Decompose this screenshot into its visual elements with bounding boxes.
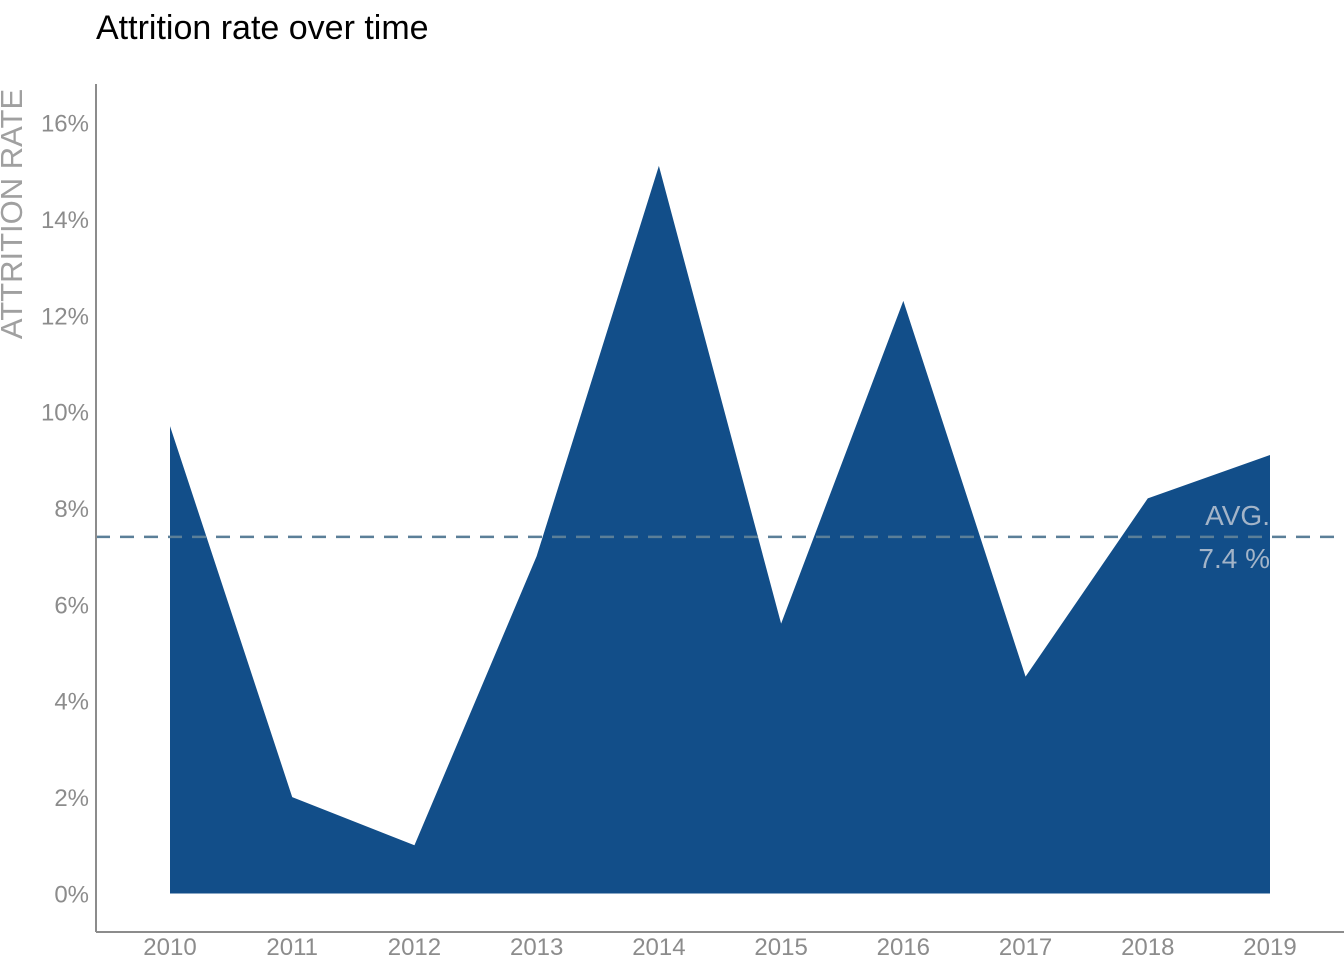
x-tick-label: 2018 (1121, 934, 1174, 960)
y-tick-label: 16% (41, 111, 89, 138)
x-tick-label: 2013 (510, 934, 563, 960)
y-axis-label: ATTRITION RATE (0, 89, 29, 339)
label-layer: 0% 2% 4% 6% 8% 10% 12% 14% 16% 2010 2011 2012 2013 20… (41, 111, 1297, 960)
y-tick-label: 0% (54, 881, 89, 908)
y-tick-label: 12% (41, 303, 89, 330)
x-tick-label: 2017 (999, 934, 1052, 960)
x-tick-label: 2010 (143, 934, 196, 960)
area-series-0 (170, 165, 1270, 894)
y-tick-label: 4% (54, 689, 89, 716)
x-tick-label: 2012 (388, 934, 441, 960)
x-tick-label: 2019 (1243, 934, 1296, 960)
reference-line-layer: AVG. 7.4 % (96, 500, 1344, 574)
x-tick-label: 2015 (754, 934, 807, 960)
y-tick-label: 14% (41, 207, 89, 234)
x-tick-label: 2011 (266, 934, 318, 960)
x-tick-label: 2014 (632, 934, 685, 960)
y-tick-label: 8% (54, 496, 89, 523)
average-label-title: AVG. (1205, 500, 1270, 531)
y-tick-label: 6% (54, 592, 89, 619)
average-label-value: 7.4 % (1198, 543, 1270, 574)
chart-title: Attrition rate over time (96, 9, 429, 47)
y-tick-label: 10% (41, 400, 89, 427)
axis-layer (95, 84, 1344, 933)
y-tick-label: 2% (54, 785, 89, 812)
area-layer (170, 165, 1270, 894)
x-tick-label: 2016 (877, 934, 930, 960)
